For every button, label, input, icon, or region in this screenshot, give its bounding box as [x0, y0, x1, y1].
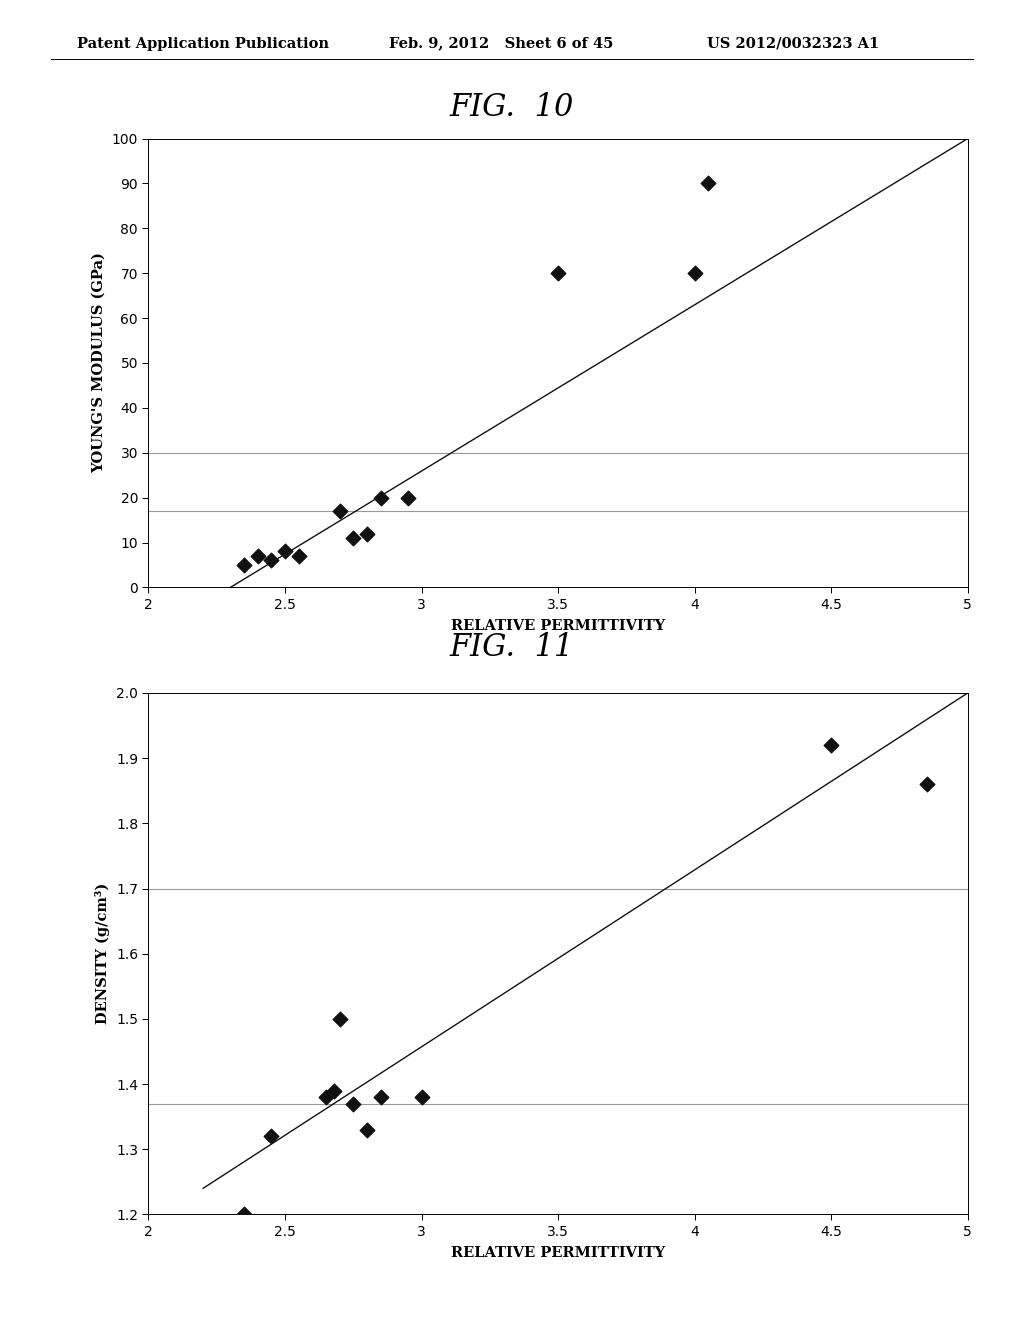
X-axis label: RELATIVE PERMITTIVITY: RELATIVE PERMITTIVITY [451, 1246, 666, 1259]
Point [332, 1008, 348, 1030]
Text: Feb. 9, 2012   Sheet 6 of 45: Feb. 9, 2012 Sheet 6 of 45 [389, 37, 613, 50]
Point [250, 545, 266, 566]
Text: FIG.  11: FIG. 11 [450, 632, 574, 663]
Point [358, 1119, 375, 1140]
Point [414, 1086, 430, 1107]
Point [700, 173, 717, 194]
Point [236, 1204, 252, 1225]
Text: FIG.  10: FIG. 10 [450, 92, 574, 123]
Text: Patent Application Publication: Patent Application Publication [77, 37, 329, 50]
Point [326, 1080, 342, 1101]
Point [358, 523, 375, 544]
Point [373, 1086, 389, 1107]
Point [345, 1093, 361, 1114]
Point [236, 554, 252, 576]
Point [823, 734, 840, 755]
Y-axis label: YOUNG'S MODULUS (GPa): YOUNG'S MODULUS (GPa) [92, 252, 106, 474]
Point [263, 1126, 280, 1147]
Point [345, 528, 361, 549]
Point [919, 774, 935, 795]
Y-axis label: DENSITY (g/cm³): DENSITY (g/cm³) [95, 883, 111, 1024]
Point [263, 550, 280, 572]
Point [686, 263, 702, 284]
Point [276, 541, 293, 562]
Point [373, 487, 389, 508]
Point [317, 1086, 334, 1107]
Point [291, 545, 307, 566]
Point [550, 263, 566, 284]
X-axis label: RELATIVE PERMITTIVITY: RELATIVE PERMITTIVITY [451, 619, 666, 632]
Point [399, 487, 416, 508]
Text: US 2012/0032323 A1: US 2012/0032323 A1 [707, 37, 879, 50]
Point [332, 500, 348, 521]
